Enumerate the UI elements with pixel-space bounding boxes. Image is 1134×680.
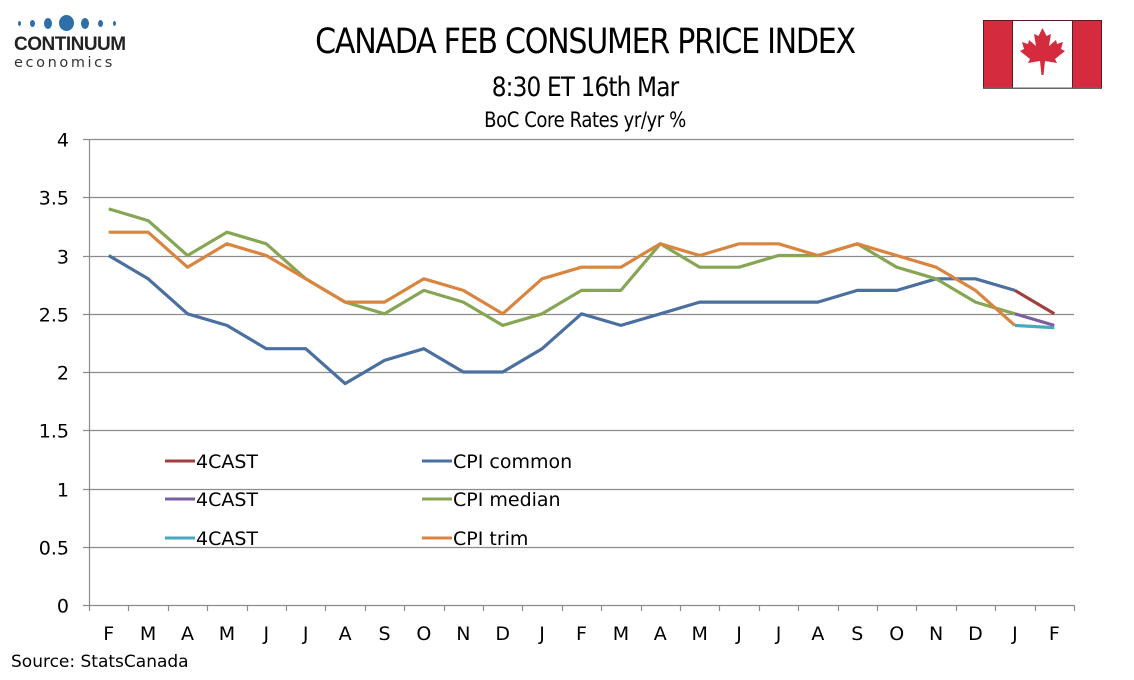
series-line-4cast-0 <box>1014 289 1056 316</box>
x-tick-label: A <box>811 623 824 645</box>
legend-item: CPI trim <box>422 528 528 550</box>
x-tick-label: S <box>378 623 390 645</box>
x-tick-label: F <box>103 623 114 645</box>
y-tick-label: 0.5 <box>39 538 69 560</box>
logo-wordmark: CONTINUUM <box>14 34 126 55</box>
x-tick-label: N <box>929 623 943 645</box>
release-time: 8:30 ET 16th Mar <box>491 72 679 103</box>
logo-dots-icon <box>14 14 134 32</box>
legend-item: 4CAST <box>165 451 258 473</box>
legend-label: 4CAST <box>196 528 258 550</box>
source-note: Source: StatsCanada <box>11 652 189 672</box>
x-tick-label: A <box>654 623 667 645</box>
y-tick-label: 2.5 <box>39 305 69 327</box>
y-tick-label: 3.5 <box>39 188 69 210</box>
x-tick-label: M <box>691 623 707 645</box>
y-tick-label: 2 <box>57 363 69 385</box>
legend-item: CPI median <box>422 489 561 511</box>
x-tick-label: A <box>339 623 352 645</box>
series-line-cpi-common-1 <box>107 254 1016 386</box>
x-tick-label: D <box>495 623 510 645</box>
y-tick-label: 3 <box>57 247 69 269</box>
series-line-cpi-median-3 <box>108 207 1016 327</box>
x-tick-label: F <box>1049 623 1060 645</box>
x-tick-label: J <box>262 623 269 645</box>
legend-item: CPI common <box>422 451 572 473</box>
x-tick-label: M <box>140 623 156 645</box>
logo-subtitle: economics <box>14 55 115 71</box>
series-line-4cast-4 <box>1014 323 1055 330</box>
x-tick-label: J <box>538 623 545 645</box>
series-line-cpi-trim-5 <box>108 230 1016 327</box>
legend-label: CPI trim <box>453 528 528 550</box>
x-tick-label: J <box>1011 623 1018 645</box>
x-tick-label: S <box>851 623 863 645</box>
x-tick-label: D <box>968 623 983 645</box>
x-tick-label: O <box>416 623 431 645</box>
legend-label: 4CAST <box>196 451 258 473</box>
legend-label: 4CAST <box>196 489 258 511</box>
x-tick-label: M <box>613 623 629 645</box>
series-line-4cast-2 <box>1014 312 1055 327</box>
canada-flag-icon <box>983 20 1102 89</box>
y-tick-label: 1.5 <box>39 421 69 443</box>
x-tick-label: J <box>775 623 782 645</box>
legend-label: CPI common <box>453 451 572 473</box>
y-tick-label: 1 <box>57 480 69 502</box>
y-tick-label: 4 <box>57 130 69 152</box>
y-tick-label: 0 <box>57 596 69 618</box>
legend-label: CPI median <box>453 489 561 511</box>
x-tick-label: F <box>576 623 587 645</box>
x-tick-label: N <box>456 623 470 645</box>
x-tick-label: J <box>735 623 742 645</box>
x-tick-label: J <box>302 623 309 645</box>
continuum-logo: CONTINUUM economics <box>14 14 134 71</box>
legend-item: 4CAST <box>165 489 258 511</box>
x-tick-label: O <box>889 623 904 645</box>
x-tick-label: A <box>181 623 194 645</box>
x-tick-label: M <box>219 623 235 645</box>
legend-item: 4CAST <box>165 528 258 550</box>
chart-title: BoC Core Rates yr/yr % <box>484 108 686 132</box>
page-title: CANADA FEB CONSUMER PRICE INDEX <box>315 22 856 62</box>
